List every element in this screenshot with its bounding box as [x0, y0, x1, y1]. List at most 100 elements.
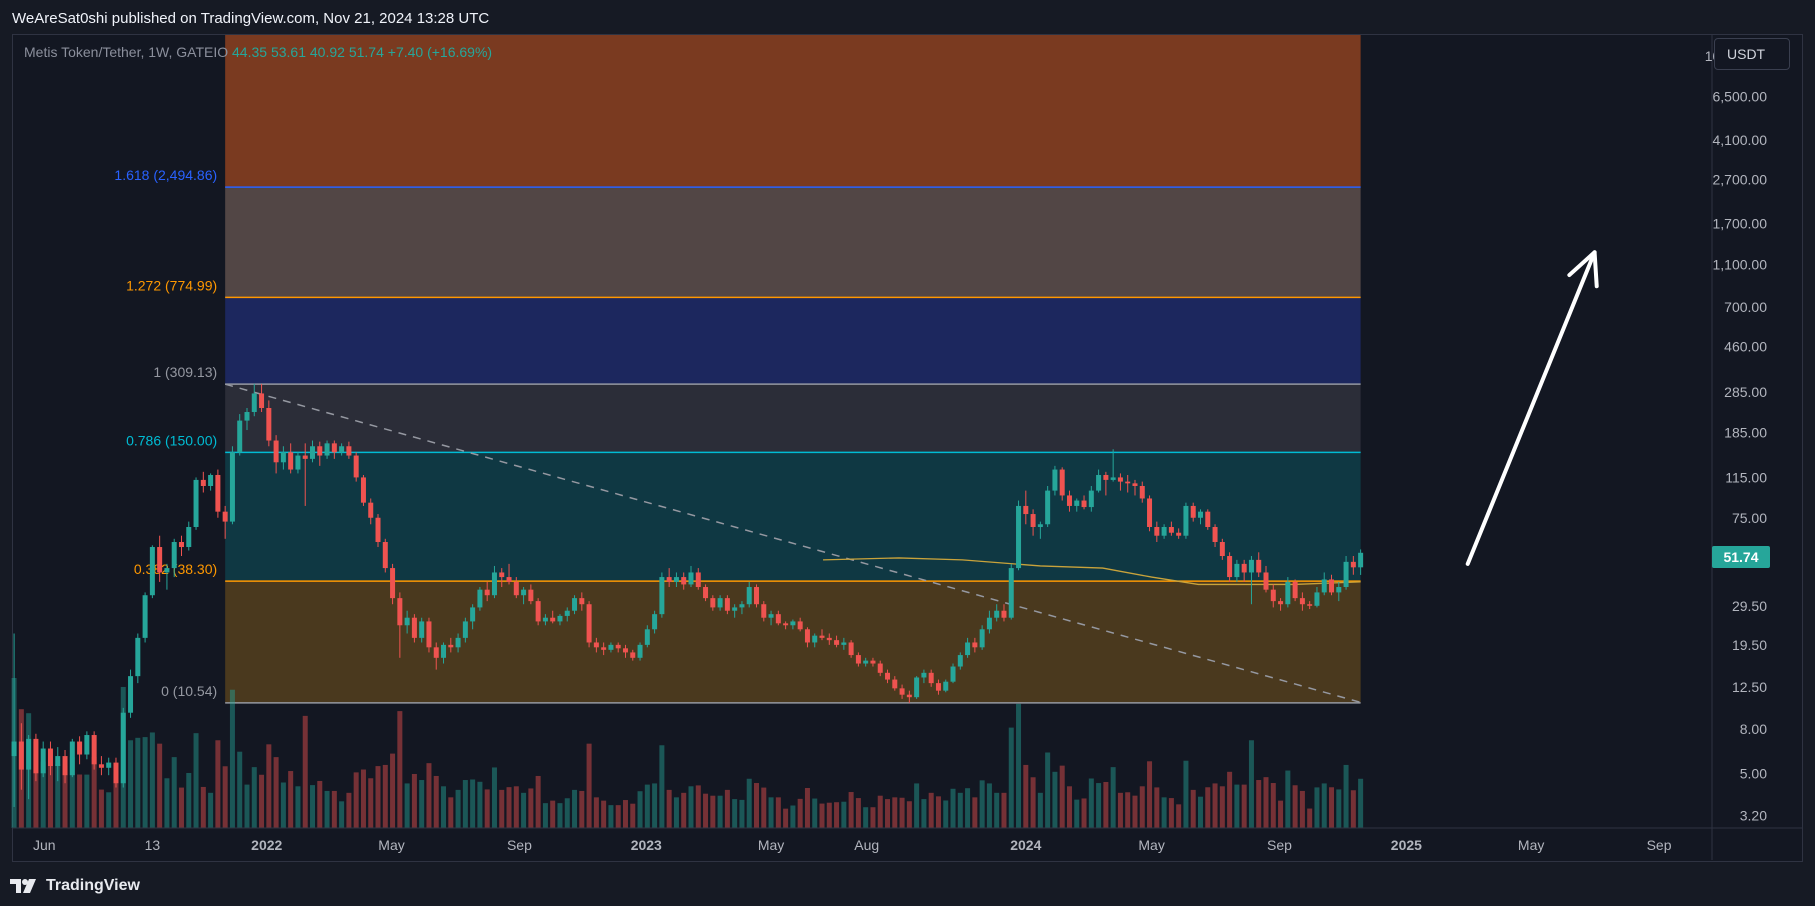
candle-body	[1030, 514, 1036, 527]
volume-bar	[885, 799, 891, 828]
candle-body	[462, 621, 468, 638]
volume-bar	[695, 785, 701, 828]
fib-band-4	[225, 452, 1361, 582]
candle-body	[681, 577, 687, 585]
candle-body	[608, 644, 614, 650]
candle-body	[1329, 579, 1335, 593]
volume-bar	[1314, 787, 1320, 828]
fib-band-0	[225, 35, 1361, 188]
volume-bar	[1037, 792, 1043, 828]
volume-bar	[266, 744, 272, 828]
volume-bar	[1227, 771, 1233, 828]
candle-body	[1125, 481, 1131, 484]
volume-bar	[244, 784, 250, 828]
volume-bar	[790, 805, 796, 828]
volume-bar	[433, 775, 439, 828]
fib-band-1	[225, 187, 1361, 298]
volume-bar	[193, 733, 199, 828]
time-tick-label: 2022	[251, 837, 282, 853]
candle-body	[1321, 579, 1327, 593]
candle-body	[673, 577, 679, 582]
candle-body	[528, 589, 534, 602]
volume-bar	[1030, 777, 1036, 828]
candle-body	[302, 455, 308, 459]
candle-body	[1088, 490, 1094, 508]
volume-bar	[157, 743, 163, 828]
volume-bar	[513, 786, 519, 828]
ohlc-change: +7.40 (+16.69%)	[387, 44, 493, 60]
volume-bar	[775, 797, 781, 828]
candle-body	[1139, 486, 1145, 499]
time-tick-label: 13	[145, 837, 161, 853]
ohlc-close: 51.74	[348, 44, 384, 60]
candle-body	[688, 572, 694, 585]
volume-bar	[40, 761, 46, 828]
candle-body	[397, 598, 403, 626]
volume-bar	[419, 780, 425, 828]
volume-bar	[324, 790, 330, 828]
price-tick-label: 115.00	[1725, 469, 1767, 485]
candle-body	[906, 694, 912, 698]
candle-body	[892, 679, 898, 689]
candle-body	[1074, 500, 1080, 506]
candle-body	[819, 635, 825, 638]
footer-branding[interactable]: TradingView	[10, 872, 140, 900]
volume-bar	[550, 800, 556, 828]
candle-body	[266, 407, 272, 441]
volume-bar	[1081, 798, 1087, 828]
candle-body	[164, 568, 170, 573]
candle-body	[1154, 526, 1160, 536]
volume-bar	[950, 788, 956, 828]
volume-bar	[295, 786, 301, 828]
candle-body	[200, 479, 206, 487]
candle-body	[142, 595, 148, 638]
price-tick-label: 3.20	[1740, 807, 1767, 823]
volume-bar	[1052, 771, 1058, 828]
candle-body	[11, 741, 17, 757]
volume-bar	[499, 789, 505, 828]
volume-bar	[353, 772, 359, 828]
candle-body	[615, 644, 621, 649]
volume-bar	[586, 743, 592, 828]
candle-body	[695, 572, 701, 588]
candle-body	[710, 598, 716, 608]
candle-body	[724, 598, 730, 611]
volume-bar	[935, 796, 941, 828]
candle-body	[77, 741, 83, 755]
candle-body	[324, 443, 330, 456]
candle-body	[768, 614, 774, 618]
candle-body	[411, 617, 417, 638]
volume-bar	[273, 757, 279, 828]
volume-bar	[630, 803, 636, 828]
volume-bar	[448, 797, 454, 828]
candle-body	[550, 617, 556, 622]
volume-bar	[1088, 778, 1094, 828]
price-tick-label: 5.00	[1740, 765, 1767, 781]
volume-bar	[1190, 789, 1196, 828]
candle-body	[382, 542, 388, 569]
volume-bar	[69, 757, 75, 828]
volume-bar	[259, 774, 265, 828]
fib-label-2: 1 (309.13)	[153, 364, 217, 380]
currency-button[interactable]: USDT	[1714, 38, 1790, 70]
candle-body	[885, 672, 891, 680]
volume-bar	[222, 766, 228, 828]
volume-bar	[237, 751, 243, 828]
candle-body	[848, 642, 854, 656]
volume-bar	[717, 795, 723, 828]
volume-bar	[455, 789, 461, 828]
volume-bar	[652, 783, 658, 828]
candle-body	[477, 589, 483, 608]
volume-bar	[863, 807, 869, 828]
price-tick-label: 75.00	[1732, 510, 1767, 526]
annotation-arrow-head	[1567, 250, 1599, 289]
volume-bar	[317, 780, 323, 828]
volume-bar	[804, 787, 810, 828]
volume-bar	[208, 792, 214, 828]
candle-body	[135, 637, 141, 677]
volume-bar	[1350, 790, 1356, 828]
candle-body	[666, 577, 672, 582]
candle-body	[1314, 592, 1320, 606]
candle-body	[375, 517, 381, 543]
